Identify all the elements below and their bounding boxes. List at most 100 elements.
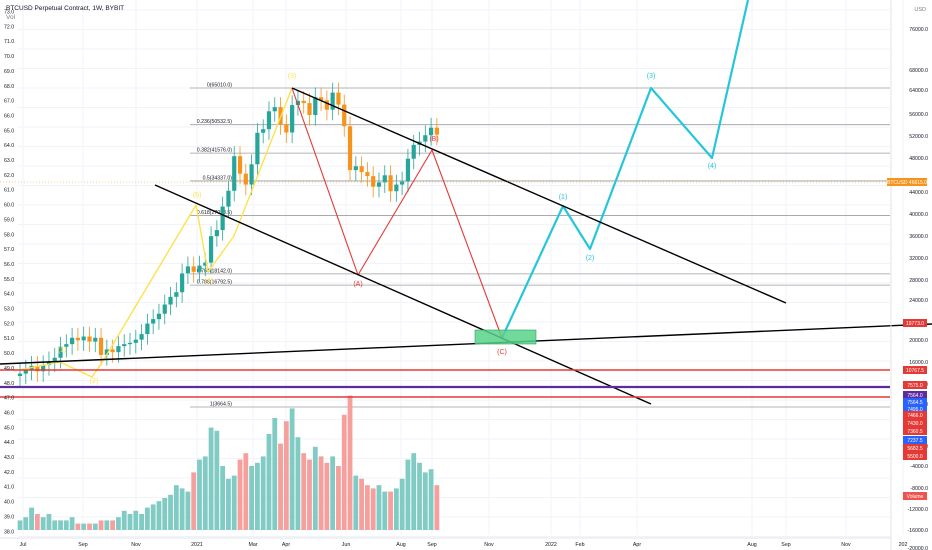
volume-bar — [370, 488, 376, 530]
drawings: (1) (2) (3) (4) (5) (A) (B) (C) (1) (2) (3) (4) — [0, 0, 932, 405]
candle-body — [226, 190, 231, 207]
candle-body — [255, 132, 260, 165]
candle-body — [151, 319, 156, 324]
left-axis-tick: 55.0 — [4, 277, 14, 283]
x-axis-tick: Mar — [248, 542, 257, 548]
right-axis-tick: 20000.0 — [909, 338, 928, 344]
volume-bar — [29, 507, 34, 530]
left-axis-tick: 71.0 — [4, 39, 14, 45]
candle-body — [104, 349, 109, 355]
candle-body — [353, 166, 358, 171]
volume-bar — [87, 523, 92, 530]
price-tag-bg — [903, 366, 927, 374]
wave-label: (B) — [429, 136, 438, 143]
volume-bar — [359, 478, 365, 530]
candle-body — [64, 344, 69, 347]
candle-body — [307, 103, 312, 116]
candle-body — [81, 336, 86, 341]
chart-header: BTCUSD Perpetual Contract, 1W, BYBIT Vol — [6, 4, 124, 22]
volume-bar — [116, 517, 121, 530]
left-axis-tick: 66.0 — [4, 113, 14, 119]
wave-line-yellow — [13, 87, 293, 378]
left-axis-tick: 42.0 — [4, 470, 14, 476]
candle-body — [405, 158, 411, 182]
candle-body — [324, 100, 329, 110]
left-axis-tick: 53.0 — [4, 307, 14, 313]
price-axis: USD 76000.0 68000.0 64000.0 56000.0 52000.0 48… — [890, 0, 929, 550]
volume-bar — [156, 501, 162, 530]
volume-bar — [289, 408, 295, 530]
right-axis-tick: 36000.0 — [909, 234, 928, 240]
left-axis-tick: 67.0 — [4, 99, 14, 105]
fib-area — [190, 88, 890, 376]
price-tag-bg — [903, 381, 927, 389]
candle-body — [87, 336, 92, 342]
left-axis-tick: 63.0 — [4, 158, 14, 164]
volume-bar — [226, 478, 231, 530]
price-tag-bg — [903, 391, 927, 399]
left-axis-tick: 39.0 — [4, 514, 14, 520]
volume-bar — [347, 395, 353, 530]
price-tag-bg — [903, 405, 927, 413]
candle-body — [168, 296, 173, 305]
x-axis-tick: 2021 — [191, 542, 203, 548]
right-axis-tick: -12000.0 — [908, 507, 929, 513]
left-axis-tick: 47.0 — [4, 396, 14, 402]
volume-bar — [150, 504, 156, 530]
candle-body — [122, 344, 127, 347]
candle-body — [365, 172, 370, 177]
volume-bar — [266, 434, 272, 530]
volume-bar — [422, 472, 428, 530]
left-axis-tick: 70.0 — [4, 54, 14, 60]
volume-bar — [330, 456, 336, 530]
candle-body — [376, 182, 382, 187]
right-axis-tick: 56000.0 — [909, 112, 928, 118]
trendline-support — [0, 323, 932, 365]
price-tag-bg — [903, 319, 927, 327]
left-axis-tick: 52.0 — [4, 321, 14, 327]
volume-bar — [341, 414, 347, 530]
volume-bar — [121, 510, 127, 530]
channel-upper — [291, 87, 787, 304]
candle-body — [428, 127, 434, 136]
volume-bar — [428, 469, 434, 530]
price-tag-bg — [903, 452, 927, 460]
candle-body — [191, 266, 196, 272]
price-tag-text: Volume — [907, 494, 924, 500]
candle-body — [110, 349, 115, 353]
fib-label: 0.618(27098.5) — [197, 210, 232, 216]
price-tag-text: 7360.5 — [907, 429, 923, 435]
wave-label: (2) — [90, 378, 99, 385]
right-axis-tick: -20000.0 — [908, 546, 929, 550]
x-axis-tick: Apr — [282, 542, 290, 548]
chart-title: BTCUSD Perpetual Contract, 1W, BYBIT — [6, 5, 125, 12]
target-zone — [474, 329, 537, 345]
fib-retracement: 0(65010.0) 0.236(50532.5) 0.382(41576.0) 0.… — [190, 82, 890, 408]
volume-bar — [202, 456, 208, 530]
price-tag-bg — [887, 178, 927, 186]
candle-body — [180, 273, 185, 293]
volume-label[interactable]: Vol — [6, 14, 16, 21]
candle-body — [261, 129, 266, 133]
right-axis-tick: -8000.0 — [910, 486, 928, 492]
left-axis-tick: 61.0 — [4, 188, 14, 194]
left-axis-tick: 54.0 — [4, 292, 14, 298]
right-axis-tick: 48000.0 — [909, 156, 928, 162]
wave-label: (1) — [559, 194, 568, 201]
left-axis-tick: 50.0 — [4, 351, 14, 357]
candle-body — [17, 373, 23, 376]
left-axis-tick: 46.0 — [4, 410, 14, 416]
price-tag-text: 5682.5 — [907, 446, 923, 452]
volume-bar — [179, 488, 185, 530]
left-axis-tick: 69.0 — [4, 69, 14, 75]
volume-bar — [365, 485, 370, 530]
candle-body — [232, 156, 237, 191]
candle-body — [318, 97, 324, 101]
price-tag-text: 7466.0 — [907, 413, 923, 419]
left-axis-tick: 44.0 — [4, 440, 14, 446]
price-tag-bg — [903, 444, 927, 452]
left-axis-tick: 45.0 — [4, 425, 14, 431]
left-axis-tick: 62.0 — [4, 173, 14, 179]
volume-bar — [139, 514, 144, 530]
